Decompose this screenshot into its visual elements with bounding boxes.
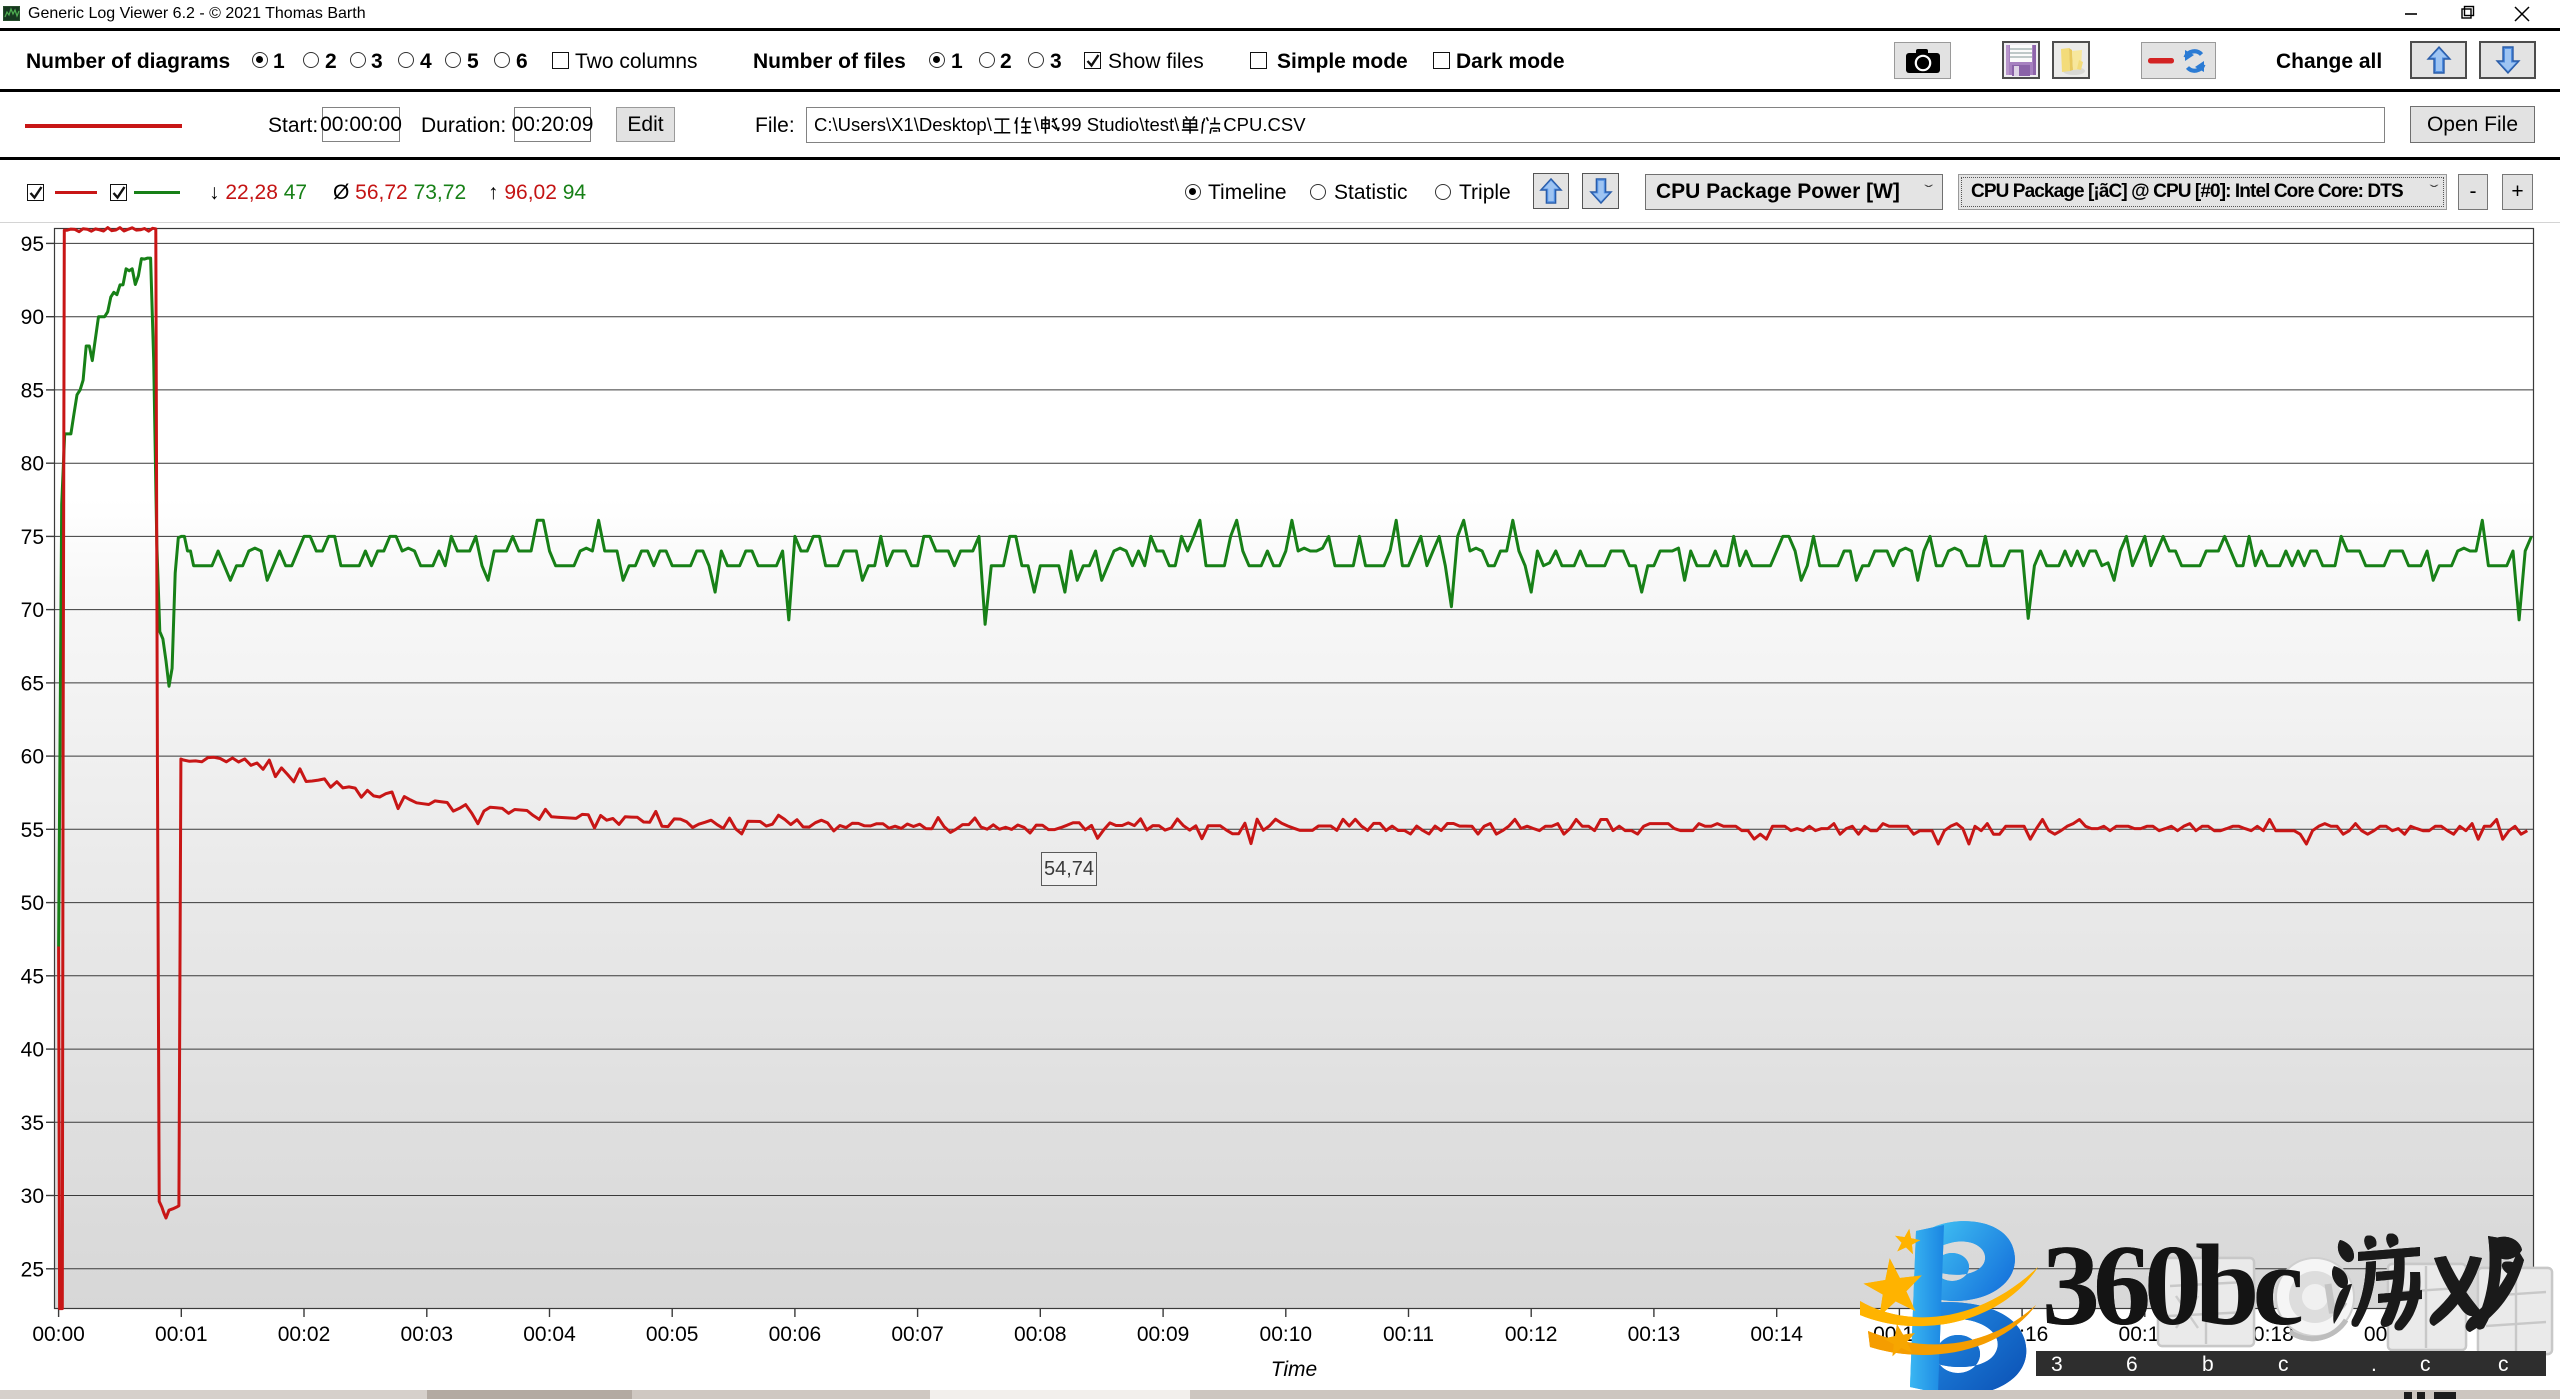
svg-text:60: 60 [21, 746, 44, 769]
svg-text:00:14: 00:14 [1750, 1323, 1803, 1346]
svg-text:00:03: 00:03 [401, 1323, 454, 1346]
svg-text:45: 45 [21, 965, 44, 988]
svg-text:00:00: 00:00 [32, 1323, 85, 1346]
svg-text:Time: Time [1271, 1358, 1317, 1381]
svg-text:00:12: 00:12 [1505, 1323, 1558, 1346]
svg-text:00:09: 00:09 [1137, 1323, 1190, 1346]
svg-text:00:08: 00:08 [1014, 1323, 1067, 1346]
svg-text:35: 35 [21, 1112, 44, 1135]
svg-text:55: 55 [21, 819, 44, 842]
svg-text:00:01: 00:01 [155, 1323, 208, 1346]
svg-text:00:13: 00:13 [1628, 1323, 1681, 1346]
svg-text:95: 95 [21, 233, 44, 256]
svg-text:40: 40 [21, 1039, 44, 1062]
svg-text:75: 75 [21, 526, 44, 549]
svg-text:80: 80 [21, 453, 44, 476]
svg-text:90: 90 [21, 306, 44, 329]
svg-text:65: 65 [21, 672, 44, 695]
svg-text:25: 25 [21, 1258, 44, 1281]
svg-text:00:10: 00:10 [1260, 1323, 1313, 1346]
svg-text:00:04: 00:04 [523, 1323, 576, 1346]
svg-text:00:11: 00:11 [1383, 1323, 1434, 1346]
svg-text:00:02: 00:02 [278, 1323, 331, 1346]
svg-text:00:05: 00:05 [646, 1323, 699, 1346]
svg-text:85: 85 [21, 379, 44, 402]
svg-text:50: 50 [21, 892, 44, 915]
svg-text:00:06: 00:06 [769, 1323, 822, 1346]
svg-text:00:07: 00:07 [891, 1323, 944, 1346]
svg-text:70: 70 [21, 599, 44, 622]
svg-text:30: 30 [21, 1185, 44, 1208]
